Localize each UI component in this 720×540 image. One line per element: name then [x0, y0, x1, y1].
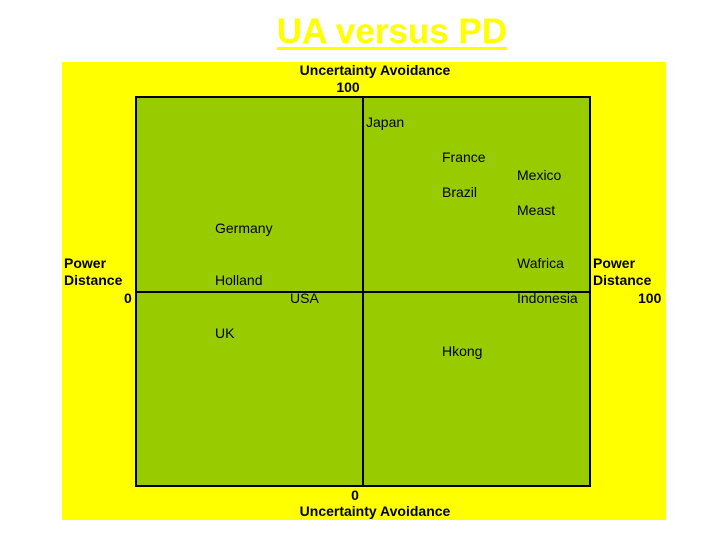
country-label: Holland — [215, 272, 263, 288]
country-label: Germany — [215, 220, 273, 236]
country-label: Mexico — [517, 167, 562, 183]
bottom-axis-value: 0 — [351, 487, 359, 503]
country-label: USA — [290, 290, 319, 306]
right-axis-label-line2: Distance — [593, 272, 652, 288]
country-label: Wafrica — [517, 255, 564, 271]
right-axis-value: 100 — [638, 290, 662, 306]
country-label: UK — [215, 325, 235, 341]
left-axis-label-line2: Distance — [64, 272, 123, 288]
left-axis-value: 0 — [124, 290, 132, 306]
country-label: Japan — [366, 114, 405, 130]
top-axis-label: Uncertainty Avoidance — [299, 62, 451, 78]
country-label: Meast — [517, 202, 556, 218]
slide-title: UA versus PD — [276, 12, 508, 51]
country-label: Brazil — [442, 184, 478, 200]
horizontal-axis-line — [135, 291, 591, 293]
top-axis-value: 100 — [336, 79, 360, 95]
country-label: Indonesia — [517, 290, 578, 306]
bottom-axis-label: Uncertainty Avoidance — [299, 503, 451, 519]
left-axis-label-line1: Power — [64, 255, 107, 271]
country-label: France — [442, 149, 486, 165]
right-axis-label-line1: Power — [593, 255, 636, 271]
country-label: Hkong — [442, 343, 483, 359]
